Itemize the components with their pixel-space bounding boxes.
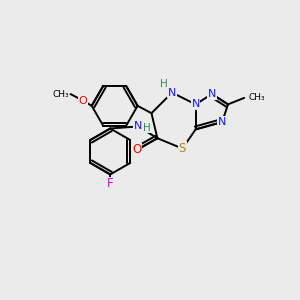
Text: N: N [218, 117, 226, 127]
Text: H: H [160, 79, 168, 89]
Text: N: N [208, 89, 216, 99]
Text: CH₃: CH₃ [249, 93, 265, 102]
Text: O: O [132, 143, 141, 157]
Text: F: F [107, 177, 114, 190]
Text: O: O [79, 95, 87, 106]
Text: H: H [143, 123, 151, 133]
Text: CH₃: CH₃ [52, 90, 69, 99]
Text: S: S [179, 142, 186, 155]
Text: N: N [168, 88, 176, 98]
Text: N: N [134, 122, 142, 131]
Text: N: N [191, 99, 200, 110]
